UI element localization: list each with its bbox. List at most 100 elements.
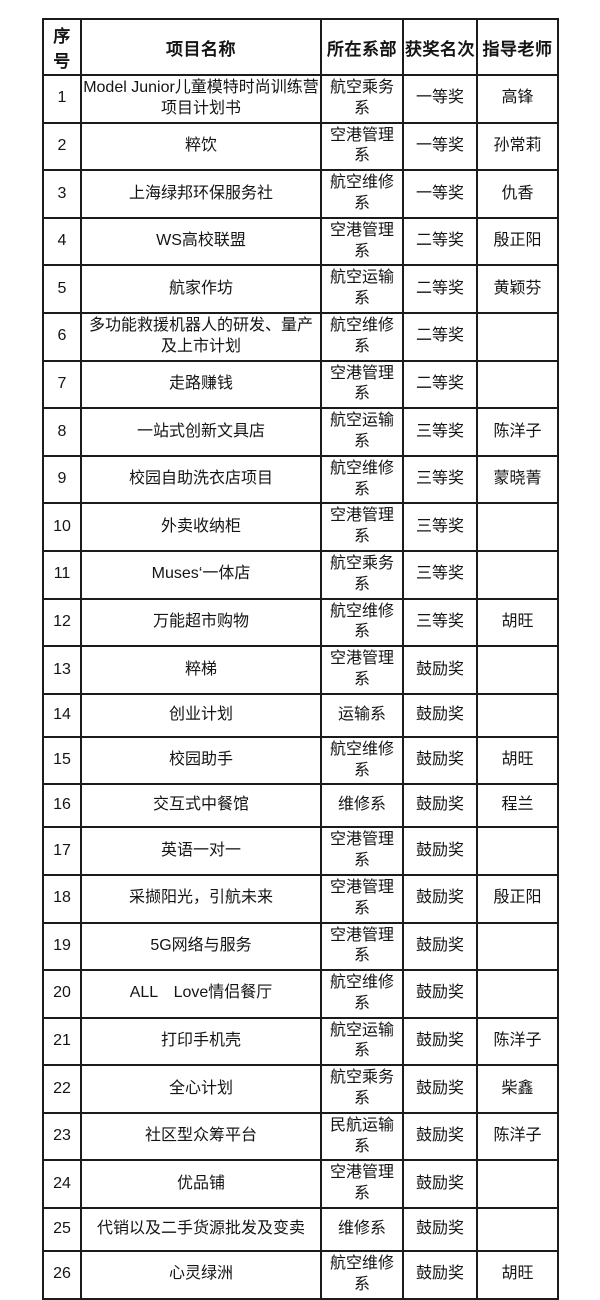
advisor-cell: 蒙晓菁	[476, 454, 559, 505]
department-cell: 空港管理系	[320, 359, 404, 410]
row-number-cell: 14	[42, 692, 82, 738]
advisor-cell: 胡旺	[476, 1250, 559, 1300]
award-rank-cell: 一等奖	[402, 121, 478, 172]
advisor-cell	[476, 502, 559, 552]
award-rank-cell: 鼓励奖	[402, 735, 478, 786]
header-advisor: 指导老师	[476, 18, 559, 76]
award-table: 序号 项目名称 所在系部 获奖名次 指导老师 1 Model Junior儿童模特…	[42, 18, 559, 1300]
award-rank-cell: 鼓励奖	[402, 645, 478, 695]
department-cell: 空港管理系	[320, 921, 404, 972]
row-number-cell: 8	[42, 407, 82, 457]
department-cell: 航空维修系	[320, 969, 404, 1019]
table-row: 19 5G网络与服务 空港管理系 鼓励奖	[42, 921, 559, 972]
advisor-cell: 陈洋子	[476, 407, 559, 457]
department-cell: 航空维修系	[320, 454, 404, 505]
advisor-cell: 殷正阳	[476, 873, 559, 924]
project-name-cell: 社区型众筹平台	[80, 1111, 322, 1162]
project-name-cell: 创业计划	[80, 692, 322, 738]
award-rank-cell: 鼓励奖	[402, 1016, 478, 1067]
project-name-cell: 5G网络与服务	[80, 921, 322, 972]
row-number-cell: 5	[42, 264, 82, 314]
row-number-cell: 15	[42, 735, 82, 786]
table-row: 13 粹梯 空港管理系 鼓励奖	[42, 645, 559, 695]
table-row: 12 万能超市购物 航空维修系 三等奖 胡旺	[42, 597, 559, 648]
project-name-cell: ALL Love情侣餐厅	[80, 969, 322, 1019]
project-name-cell: Muses‘一体店	[80, 549, 322, 600]
advisor-cell	[476, 826, 559, 876]
advisor-cell	[476, 645, 559, 695]
award-rank-cell: 鼓励奖	[402, 969, 478, 1019]
department-cell: 空港管理系	[320, 645, 404, 695]
award-rank-cell: 三等奖	[402, 549, 478, 600]
row-number-cell: 18	[42, 873, 82, 924]
award-rank-cell: 鼓励奖	[402, 1111, 478, 1162]
department-cell: 航空运输系	[320, 264, 404, 314]
advisor-cell: 陈洋子	[476, 1016, 559, 1067]
project-name-cell: 打印手机壳	[80, 1016, 322, 1067]
project-name-cell: 英语一对一	[80, 826, 322, 876]
project-name-cell: 代销以及二手货源批发及变卖	[80, 1207, 322, 1253]
table-row: 16 交互式中餐馆 维修系 鼓励奖 程兰	[42, 783, 559, 829]
advisor-cell: 胡旺	[476, 597, 559, 648]
department-cell: 空港管理系	[320, 826, 404, 876]
project-name-cell: 全心计划	[80, 1064, 322, 1114]
header-row: 序号 项目名称 所在系部 获奖名次 指导老师	[42, 18, 559, 76]
project-name-cell: 走路赚钱	[80, 359, 322, 410]
row-number-cell: 23	[42, 1111, 82, 1162]
award-rank-cell: 二等奖	[402, 311, 478, 362]
row-number-cell: 17	[42, 826, 82, 876]
advisor-cell: 仇香	[476, 169, 559, 219]
row-number-cell: 4	[42, 216, 82, 267]
advisor-cell: 程兰	[476, 783, 559, 829]
advisor-cell: 胡旺	[476, 735, 559, 786]
department-cell: 航空乘务系	[320, 1064, 404, 1114]
table-row: 25 代销以及二手货源批发及变卖 维修系 鼓励奖	[42, 1207, 559, 1253]
advisor-cell: 殷正阳	[476, 216, 559, 267]
advisor-cell: 柴鑫	[476, 1064, 559, 1114]
table-row: 5 航家作坊 航空运输系 二等奖 黄颖芬	[42, 264, 559, 314]
advisor-cell	[476, 311, 559, 362]
award-rank-cell: 二等奖	[402, 216, 478, 267]
advisor-cell	[476, 359, 559, 410]
department-cell: 航空维修系	[320, 735, 404, 786]
row-number-cell: 2	[42, 121, 82, 172]
award-rank-cell: 鼓励奖	[402, 783, 478, 829]
advisor-cell: 陈洋子	[476, 1111, 559, 1162]
table-row: 6 多功能救援机器人的研发、量产及上市计划 航空维修系 二等奖	[42, 311, 559, 362]
award-rank-cell: 鼓励奖	[402, 1207, 478, 1253]
header-project-name: 项目名称	[80, 18, 322, 76]
table-row: 15 校园助手 航空维修系 鼓励奖 胡旺	[42, 735, 559, 786]
row-number-cell: 7	[42, 359, 82, 410]
award-rank-cell: 一等奖	[402, 74, 478, 124]
advisor-cell	[476, 1159, 559, 1210]
table-row: 17 英语一对一 空港管理系 鼓励奖	[42, 826, 559, 876]
department-cell: 空港管理系	[320, 121, 404, 172]
award-rank-cell: 鼓励奖	[402, 826, 478, 876]
table-row: 23 社区型众筹平台 民航运输系 鼓励奖 陈洋子	[42, 1111, 559, 1162]
project-name-cell: 粹梯	[80, 645, 322, 695]
table-row: 8 一站式创新文具店 航空运输系 三等奖 陈洋子	[42, 407, 559, 457]
project-name-cell: 采撷阳光，引航未来	[80, 873, 322, 924]
row-number-cell: 21	[42, 1016, 82, 1067]
project-name-cell: 优品铺	[80, 1159, 322, 1210]
department-cell: 航空乘务系	[320, 74, 404, 124]
advisor-cell: 黄颖芬	[476, 264, 559, 314]
table-row: 20 ALL Love情侣餐厅 航空维修系 鼓励奖	[42, 969, 559, 1019]
advisor-cell	[476, 1207, 559, 1253]
department-cell: 运输系	[320, 692, 404, 738]
award-rank-cell: 三等奖	[402, 454, 478, 505]
department-cell: 维修系	[320, 783, 404, 829]
department-cell: 维修系	[320, 1207, 404, 1253]
award-rank-cell: 三等奖	[402, 407, 478, 457]
project-name-cell: Model Junior儿童模特时尚训练营项目计划书	[80, 74, 322, 124]
project-name-cell: 万能超市购物	[80, 597, 322, 648]
advisor-cell	[476, 921, 559, 972]
row-number-cell: 22	[42, 1064, 82, 1114]
table-row: 18 采撷阳光，引航未来 空港管理系 鼓励奖 殷正阳	[42, 873, 559, 924]
table-row: 4 WS高校联盟 空港管理系 二等奖 殷正阳	[42, 216, 559, 267]
header-award-rank: 获奖名次	[402, 18, 478, 76]
award-rank-cell: 三等奖	[402, 597, 478, 648]
row-number-cell: 16	[42, 783, 82, 829]
department-cell: 空港管理系	[320, 502, 404, 552]
row-number-cell: 26	[42, 1250, 82, 1300]
